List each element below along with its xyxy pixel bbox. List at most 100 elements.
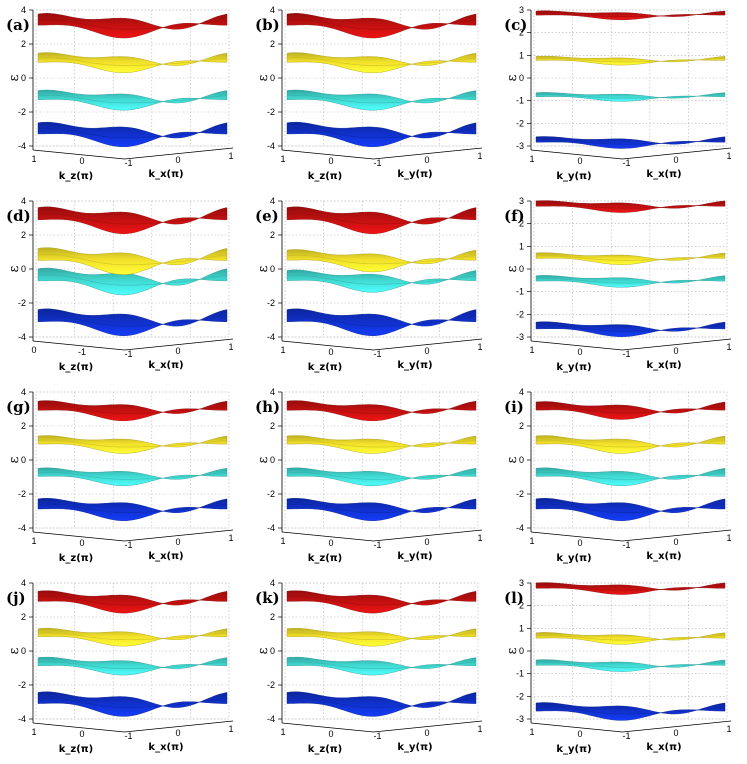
base-axes bbox=[281, 720, 483, 733]
base-axes bbox=[530, 720, 732, 733]
energy-band-surface bbox=[535, 467, 726, 487]
band-crease bbox=[535, 12, 726, 17]
y-tick-label: -4 bbox=[267, 332, 275, 342]
band-crease bbox=[37, 94, 228, 104]
energy-band-surface bbox=[535, 702, 726, 721]
band-crease bbox=[535, 278, 726, 284]
x-tick-label: 1 bbox=[477, 533, 482, 543]
y-tick-label: -4 bbox=[516, 523, 524, 533]
band-crease bbox=[37, 503, 228, 513]
axis2-label: k_x(π) bbox=[148, 169, 183, 180]
band-crease bbox=[286, 405, 477, 414]
x-tick-label: 0 bbox=[175, 728, 180, 738]
band-crease bbox=[286, 697, 477, 708]
y-tick-label: -1 bbox=[516, 96, 524, 106]
band-crease bbox=[286, 596, 477, 606]
x-tick-label: 0 bbox=[424, 537, 429, 547]
y-tick-label: -2 bbox=[18, 107, 26, 117]
y-tick-label: 4 bbox=[21, 196, 26, 206]
base-axes bbox=[281, 338, 483, 351]
x-tick-label: 1 bbox=[726, 151, 731, 161]
y-tick-label: 0 bbox=[270, 646, 275, 656]
x-tick-label: -1 bbox=[124, 731, 132, 741]
axis2-label: k_y(π) bbox=[397, 360, 432, 371]
surface-plot: 3 2 1 0 -1 -2 -3 ε 1 0 -1 0 1 k_y(π) k_x(π) bbox=[505, 578, 732, 755]
band-crease bbox=[535, 58, 726, 63]
axis1-label: k_z(π) bbox=[308, 744, 343, 755]
axis1-label: k_z(π) bbox=[59, 744, 94, 755]
x-tick-label: 1 bbox=[228, 342, 233, 352]
band-crease bbox=[535, 325, 726, 332]
energy-band-surface bbox=[37, 400, 228, 421]
panel-g: (g) 4 2 0 -2 -4 ε 1 0 -1 0 1 k_z(π) k_x(π) bbox=[0, 382, 249, 573]
y-tick-label: -3 bbox=[516, 332, 524, 342]
x-tick-label: -1 bbox=[373, 349, 381, 359]
axis2-label: k_x(π) bbox=[646, 169, 681, 180]
x-tick-label: 1 bbox=[529, 727, 534, 737]
energy-band-surface bbox=[535, 498, 726, 521]
x-tick-label: 1 bbox=[280, 154, 285, 164]
y-axis-label: ε bbox=[505, 265, 520, 272]
energy-band-surface bbox=[286, 498, 477, 521]
band-crease bbox=[286, 661, 477, 669]
x-tick-label: 1 bbox=[477, 724, 482, 734]
y-tick-label: 2 bbox=[21, 612, 26, 622]
panel-label: (k) bbox=[255, 589, 280, 607]
x-tick-label: 0 bbox=[673, 346, 678, 356]
axis1-label: k_y(π) bbox=[556, 362, 591, 373]
y-tick-label: 0 bbox=[21, 73, 26, 83]
panel-l: (l) 3 2 1 0 -1 -2 -3 ε 1 0 -1 0 1 k_y(π) k_x(π) bbox=[498, 573, 747, 764]
y-tick-label: -3 bbox=[516, 141, 524, 151]
panel-label: (d) bbox=[6, 207, 31, 225]
x-tick-label: -1 bbox=[622, 349, 630, 359]
x-tick-label: 1 bbox=[31, 154, 36, 164]
y-tick-label: 3 bbox=[519, 578, 524, 588]
energy-band-surface bbox=[286, 89, 477, 111]
energy-band-surface bbox=[37, 206, 228, 235]
band-crease bbox=[535, 635, 726, 641]
x-tick-label: 0 bbox=[673, 728, 678, 738]
energy-band-surface bbox=[535, 252, 726, 265]
y-tick-label: 4 bbox=[21, 5, 26, 15]
x-tick-label: 0 bbox=[577, 729, 582, 739]
x-tick-label: 0 bbox=[175, 346, 180, 356]
y-tick-label: -2 bbox=[516, 309, 524, 319]
energy-band-surface bbox=[37, 267, 228, 296]
energy-band-surface bbox=[37, 247, 228, 275]
x-tick-label: 1 bbox=[529, 154, 534, 164]
axis2-label: k_x(π) bbox=[646, 742, 681, 753]
x-tick-label: 0 bbox=[577, 538, 582, 548]
axis1-label: k_z(π) bbox=[308, 362, 343, 373]
energy-band-surface bbox=[535, 659, 726, 672]
surface-plot: 3 2 1 0 -1 -2 -3 ε 1 0 -1 0 1 k_y(π) k_x(π) bbox=[505, 196, 732, 373]
y-tick-label: -2 bbox=[18, 489, 26, 499]
y-axis-label: ε bbox=[256, 74, 271, 81]
axis1-label: k_z(π) bbox=[59, 362, 94, 373]
x-tick-label: -1 bbox=[622, 731, 630, 741]
band-crease bbox=[535, 706, 726, 715]
base-axes bbox=[530, 338, 732, 351]
y-tick-label: 3 bbox=[519, 5, 524, 15]
y-tick-label: 4 bbox=[21, 578, 26, 588]
surface-plot: 4 2 0 -2 -4 ε 1 0 -1 0 1 k_z(π) k_y(π) bbox=[256, 387, 483, 564]
y-tick-label: 2 bbox=[519, 28, 524, 38]
band-crease bbox=[535, 139, 726, 145]
axis2-label: k_y(π) bbox=[397, 551, 432, 562]
base-axes bbox=[32, 529, 234, 542]
base-axes bbox=[32, 720, 234, 733]
surface-plot: 4 2 0 -2 -4 ε 1 0 -1 0 1 k_z(π) k_y(π) bbox=[256, 578, 483, 755]
axis2-label: k_x(π) bbox=[646, 551, 681, 562]
y-tick-label: 0 bbox=[21, 646, 26, 656]
y-tick-label: 4 bbox=[270, 387, 275, 397]
y-tick-label: -4 bbox=[18, 141, 26, 151]
energy-band-surface bbox=[37, 627, 228, 647]
x-tick-label: 1 bbox=[228, 151, 233, 161]
energy-band-surface bbox=[37, 308, 228, 337]
panel-label: (f) bbox=[504, 207, 525, 225]
energy-band-surface bbox=[37, 498, 228, 521]
band-crease bbox=[535, 503, 726, 513]
x-tick-label: 0 bbox=[79, 538, 84, 548]
surface-plot: 420-2-4ε0 -1 -1 0 1k_z(π) k_x(π) bbox=[7, 196, 234, 373]
y-axis-label: ε bbox=[7, 265, 22, 272]
x-tick-label: 0 bbox=[577, 156, 582, 166]
